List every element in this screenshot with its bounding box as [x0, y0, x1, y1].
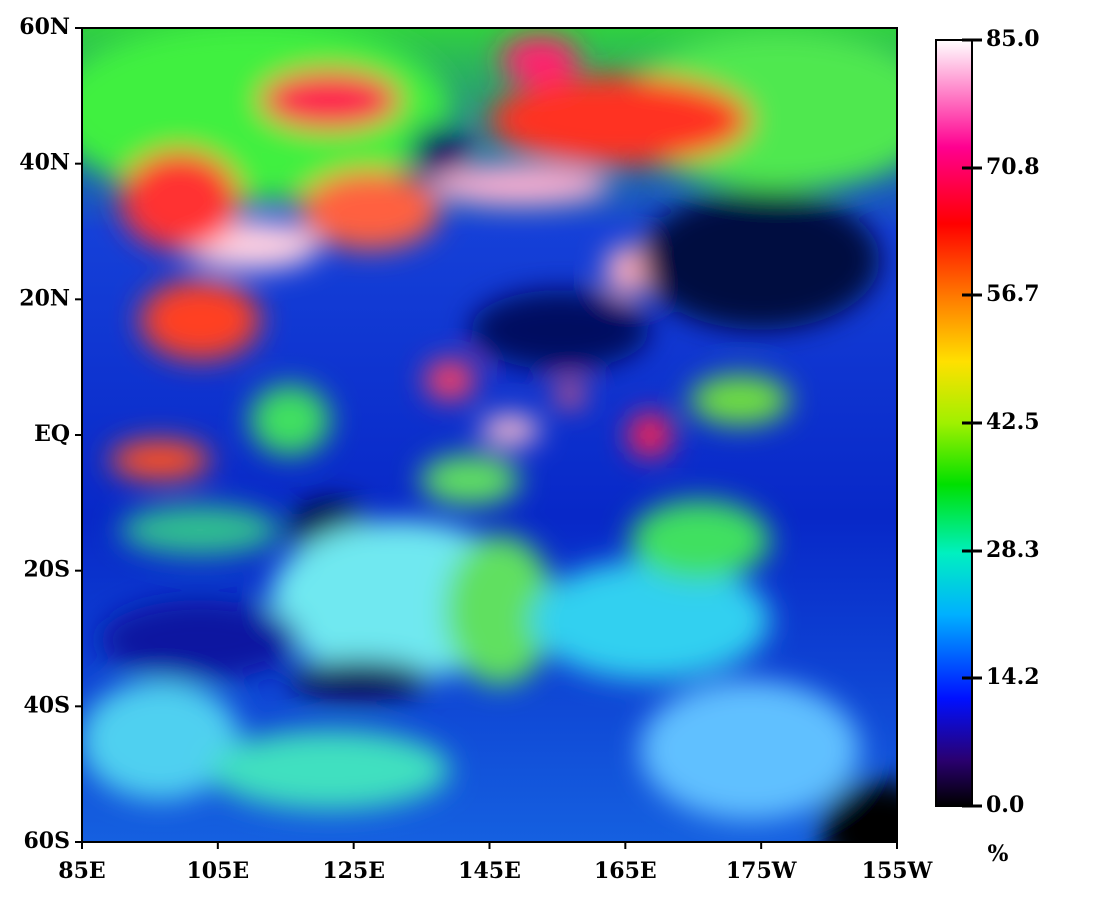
y-tick-label: 40S [23, 692, 70, 718]
colorbar-tick-label: 0.0 [986, 792, 1024, 818]
x-tick-label: 105E [186, 858, 249, 884]
colorbar-tick-label: 14.2 [986, 664, 1040, 690]
y-tick-label: 20N [19, 285, 70, 311]
satellite-image [82, 28, 897, 842]
y-tick-label: EQ [34, 421, 70, 447]
colorbar-tick-label: 56.7 [986, 281, 1040, 307]
y-tick-label: 60S [23, 828, 70, 854]
colorbar-tick-label: 28.3 [986, 537, 1040, 563]
colorbar-label: % [988, 841, 1009, 867]
colorbar-tick-label: 42.5 [986, 409, 1040, 435]
y-tick-label: 60N [19, 14, 70, 40]
x-tick-label: 125E [322, 858, 385, 884]
x-tick-label: 175W [726, 858, 797, 884]
colorbar-tick-label: 85.0 [986, 26, 1040, 52]
x-tick-label: 165E [594, 858, 657, 884]
y-tick-label: 40N [19, 150, 70, 176]
x-tick-label: 85E [58, 858, 105, 884]
colorbar-tick-label: 70.8 [986, 154, 1040, 180]
x-tick-label: 145E [458, 858, 521, 884]
x-tick-label: 155W [862, 858, 933, 884]
y-tick-label: 20S [23, 557, 70, 583]
